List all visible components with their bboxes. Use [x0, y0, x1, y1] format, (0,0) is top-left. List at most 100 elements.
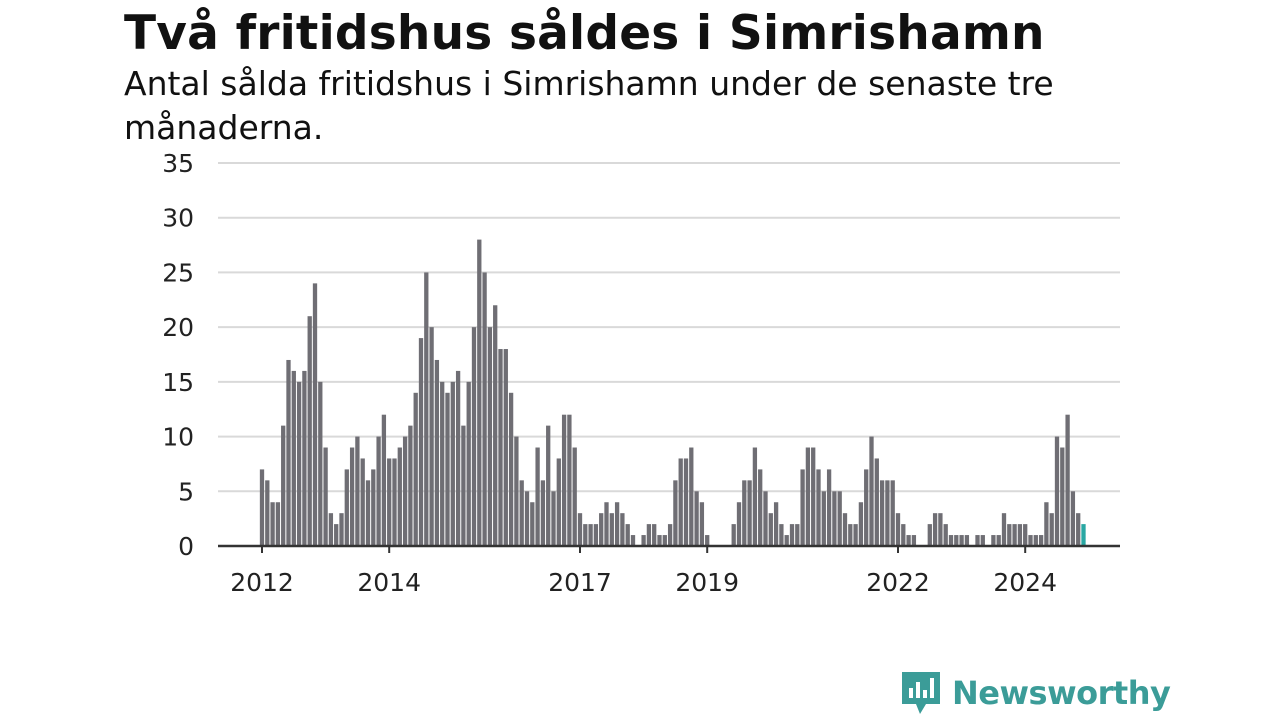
bar [323, 447, 328, 546]
bar [355, 436, 360, 546]
bar [673, 480, 678, 546]
bar [270, 502, 275, 546]
bar [281, 425, 286, 546]
bar [572, 447, 577, 546]
bar [434, 359, 440, 546]
bar [614, 502, 620, 546]
bar [683, 458, 689, 546]
y-tick-label: 10 [162, 423, 194, 452]
bar [302, 370, 307, 546]
bar [959, 535, 964, 546]
bar [662, 535, 667, 546]
bar [265, 480, 270, 546]
bar [879, 480, 885, 546]
bar [689, 447, 694, 546]
bar [1023, 524, 1028, 546]
bar [392, 458, 397, 546]
bar [503, 349, 508, 546]
bar [445, 392, 450, 546]
bar [466, 381, 471, 546]
bar [424, 272, 429, 546]
x-tick-label: 2019 [675, 568, 739, 597]
bar [736, 502, 742, 546]
bar [1033, 535, 1038, 546]
bar-highlight [1081, 524, 1086, 546]
bar [328, 513, 334, 546]
bar [387, 458, 392, 546]
bar [800, 469, 805, 546]
bar [694, 491, 699, 546]
bar [275, 502, 281, 546]
bar [842, 513, 848, 546]
bar [408, 425, 413, 546]
bar [546, 425, 551, 546]
bar [805, 447, 811, 546]
y-tick-label: 15 [162, 368, 194, 397]
bar [540, 480, 546, 546]
bar [705, 535, 710, 546]
bar [763, 491, 768, 546]
bar [524, 491, 530, 546]
bar [641, 535, 646, 546]
bar [752, 447, 758, 546]
bar [561, 414, 567, 546]
bar [381, 414, 387, 546]
bar [938, 513, 943, 546]
x-tick-label: 2017 [548, 568, 612, 597]
bar [901, 524, 906, 546]
bar [975, 535, 980, 546]
bar [742, 480, 747, 546]
bar [609, 513, 614, 546]
axes [218, 544, 1120, 553]
tick-labels: 0 5 10 15 20 25 30 35 2012 2014 2017 2019 2022 2024 2 [162, 0, 1093, 597]
bar [948, 535, 954, 546]
bar [599, 513, 604, 546]
newsworthy-logo-icon [902, 672, 940, 714]
bar [864, 469, 869, 546]
bar [620, 513, 625, 546]
bar [1028, 535, 1033, 546]
bar [837, 491, 842, 546]
bar [334, 524, 339, 546]
bar [429, 327, 434, 546]
y-tick-label: 35 [162, 149, 194, 178]
bar [657, 535, 662, 546]
bar [291, 370, 296, 546]
bar [954, 535, 959, 546]
bar [996, 535, 1001, 546]
bar [312, 283, 318, 546]
bar [943, 524, 948, 546]
bar [991, 535, 996, 546]
bar [344, 469, 349, 546]
bar [259, 469, 265, 546]
bar [397, 447, 402, 546]
bar [848, 524, 853, 546]
bar [1054, 436, 1060, 546]
bar [577, 513, 583, 546]
bar [440, 381, 445, 546]
bar [556, 458, 561, 546]
bar [816, 469, 821, 546]
bar [376, 436, 381, 546]
bar [349, 447, 355, 546]
bar [1007, 524, 1012, 546]
x-tick-label: 2014 [357, 568, 421, 597]
bar [1038, 535, 1044, 546]
bar [646, 524, 652, 546]
x-tick-label: 2012 [230, 568, 294, 597]
y-tick-label: 30 [162, 204, 194, 233]
bar [832, 491, 837, 546]
bar [551, 491, 556, 546]
bar [779, 524, 784, 546]
bar [1012, 524, 1017, 546]
data-label: 2 [1077, 0, 1093, 6]
bar [360, 458, 365, 546]
bar [286, 359, 291, 546]
bar [853, 524, 858, 546]
bar [493, 305, 498, 546]
bar [1070, 491, 1076, 546]
bar [1060, 447, 1065, 546]
bar [508, 392, 514, 546]
y-tick-label: 5 [178, 477, 194, 506]
